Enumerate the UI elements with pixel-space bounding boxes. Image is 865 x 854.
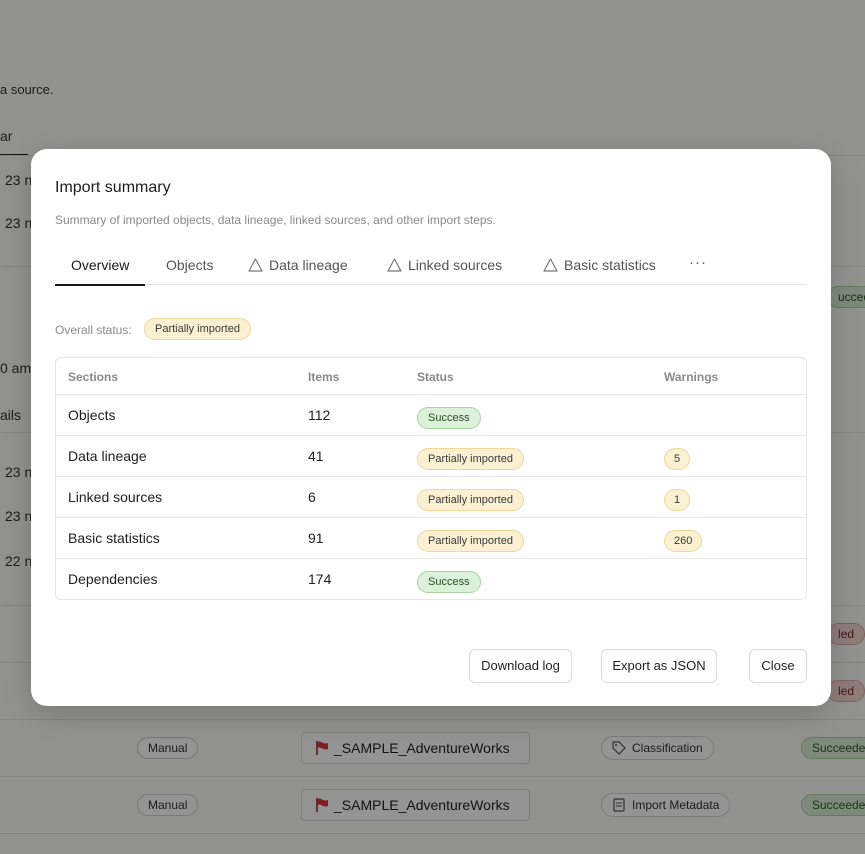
divider [0,776,865,777]
trigger-badge: Manual [137,794,199,816]
activity-label: Import Metadata [632,798,720,812]
status-badge: Partially imported [417,530,524,552]
table-row: Dependencies 174 Success [56,559,806,599]
source-name: _SAMPLE_AdventureWorks [334,740,510,756]
activity-chip: Import Metadata [601,793,731,817]
item-count: 112 [308,407,331,423]
sections-table: Sections Items Status Warnings Objects 1… [55,357,807,600]
row-time: 23 n [5,172,33,188]
warning-icon [387,258,402,272]
row-time: 22 n [5,553,33,569]
status-badge: Partially imported [417,489,524,511]
column-header-warnings: Warnings [664,370,719,384]
row-time: 23 n [5,464,33,480]
table-row: Data lineage 41 Partially imported 5 [56,436,806,477]
divider [0,833,865,834]
section-name: Basic statistics [68,530,160,546]
tab-data-lineage[interactable]: Data lineage [248,245,348,285]
column-header-sections: Sections [68,370,119,384]
section-name: Dependencies [68,571,158,587]
download-log-button[interactable]: Download log [469,649,572,683]
tab-label: Basic statistics [564,257,656,273]
section-name: Objects [68,407,116,423]
table-header: Sections Items Status Warnings [56,358,806,395]
overall-status-badge: Partially imported [144,318,251,340]
column-header-items: Items [308,370,340,384]
dialog-subtitle: Summary of imported objects, data lineag… [55,213,496,227]
divider [0,719,865,720]
column-header-status: Status [417,370,454,384]
source-name: _SAMPLE_AdventureWorks [334,797,510,813]
tag-icon [612,741,626,755]
tab-label: Data lineage [269,257,348,273]
status-badge: Succeede [801,737,865,759]
tab-overview[interactable]: Overview [55,245,146,286]
table-row: Basic statistics 91 Partially imported 2… [56,518,806,559]
status-badge: Succeede [801,794,865,816]
warning-count-badge: 5 [664,448,691,470]
source-flag-icon [316,741,328,755]
details-link[interactable]: ails [0,407,22,423]
warning-icon [248,258,263,272]
tab-linked-sources[interactable]: Linked sources [387,245,502,285]
export-json-button[interactable]: Export as JSON [601,649,717,683]
row-time: 23 n [5,215,33,231]
status-badge: Success [417,407,481,429]
tab-label: Overview [71,257,130,273]
close-button[interactable]: Close [749,649,807,683]
source-description-text: a source. [0,82,54,97]
section-name: Data lineage [68,448,147,464]
source-chip[interactable]: _SAMPLE_AdventureWorks [301,789,530,821]
overall-status-label: Overall status: [55,323,132,337]
item-count: 91 [308,530,324,546]
row-time: 23 n [5,508,33,524]
tab-basic-statistics[interactable]: Basic statistics [543,245,656,285]
warning-count-badge: 260 [664,530,703,552]
table-row: Linked sources 6 Partially imported 1 [56,477,806,518]
activity-label: Classification [632,741,703,755]
section-name: Linked sources [68,489,163,505]
tab-bar: Overview Objects Data lineage Linked sou… [55,245,807,286]
timestamp-text: 0 am [0,360,32,376]
tab-label: Linked sources [408,257,503,273]
status-badge: Partially imported [417,448,524,470]
source-chip[interactable]: _SAMPLE_AdventureWorks [301,732,530,764]
item-count: 174 [308,571,332,587]
warning-icon [543,258,558,272]
tab-objects[interactable]: Objects [166,245,213,285]
activity-chip: Classification [601,736,714,760]
status-badge: led [827,680,865,702]
trigger-badge: Manual [137,737,199,759]
more-tabs-button[interactable]: ··· [689,254,707,271]
document-icon [613,798,625,812]
item-count: 41 [308,448,324,464]
dialog-title: Import summary [55,179,171,196]
tab-label: Objects [166,257,214,273]
status-badge: Success [417,571,481,593]
table-row: Objects 112 Success [56,395,806,436]
warning-count-badge: 1 [664,489,691,511]
import-summary-dialog: Import summary Summary of imported objec… [31,149,831,706]
background-tab[interactable]: ar [0,128,13,144]
source-flag-icon [316,798,328,812]
item-count: 6 [308,489,316,505]
status-badge: ucceede [827,286,865,308]
